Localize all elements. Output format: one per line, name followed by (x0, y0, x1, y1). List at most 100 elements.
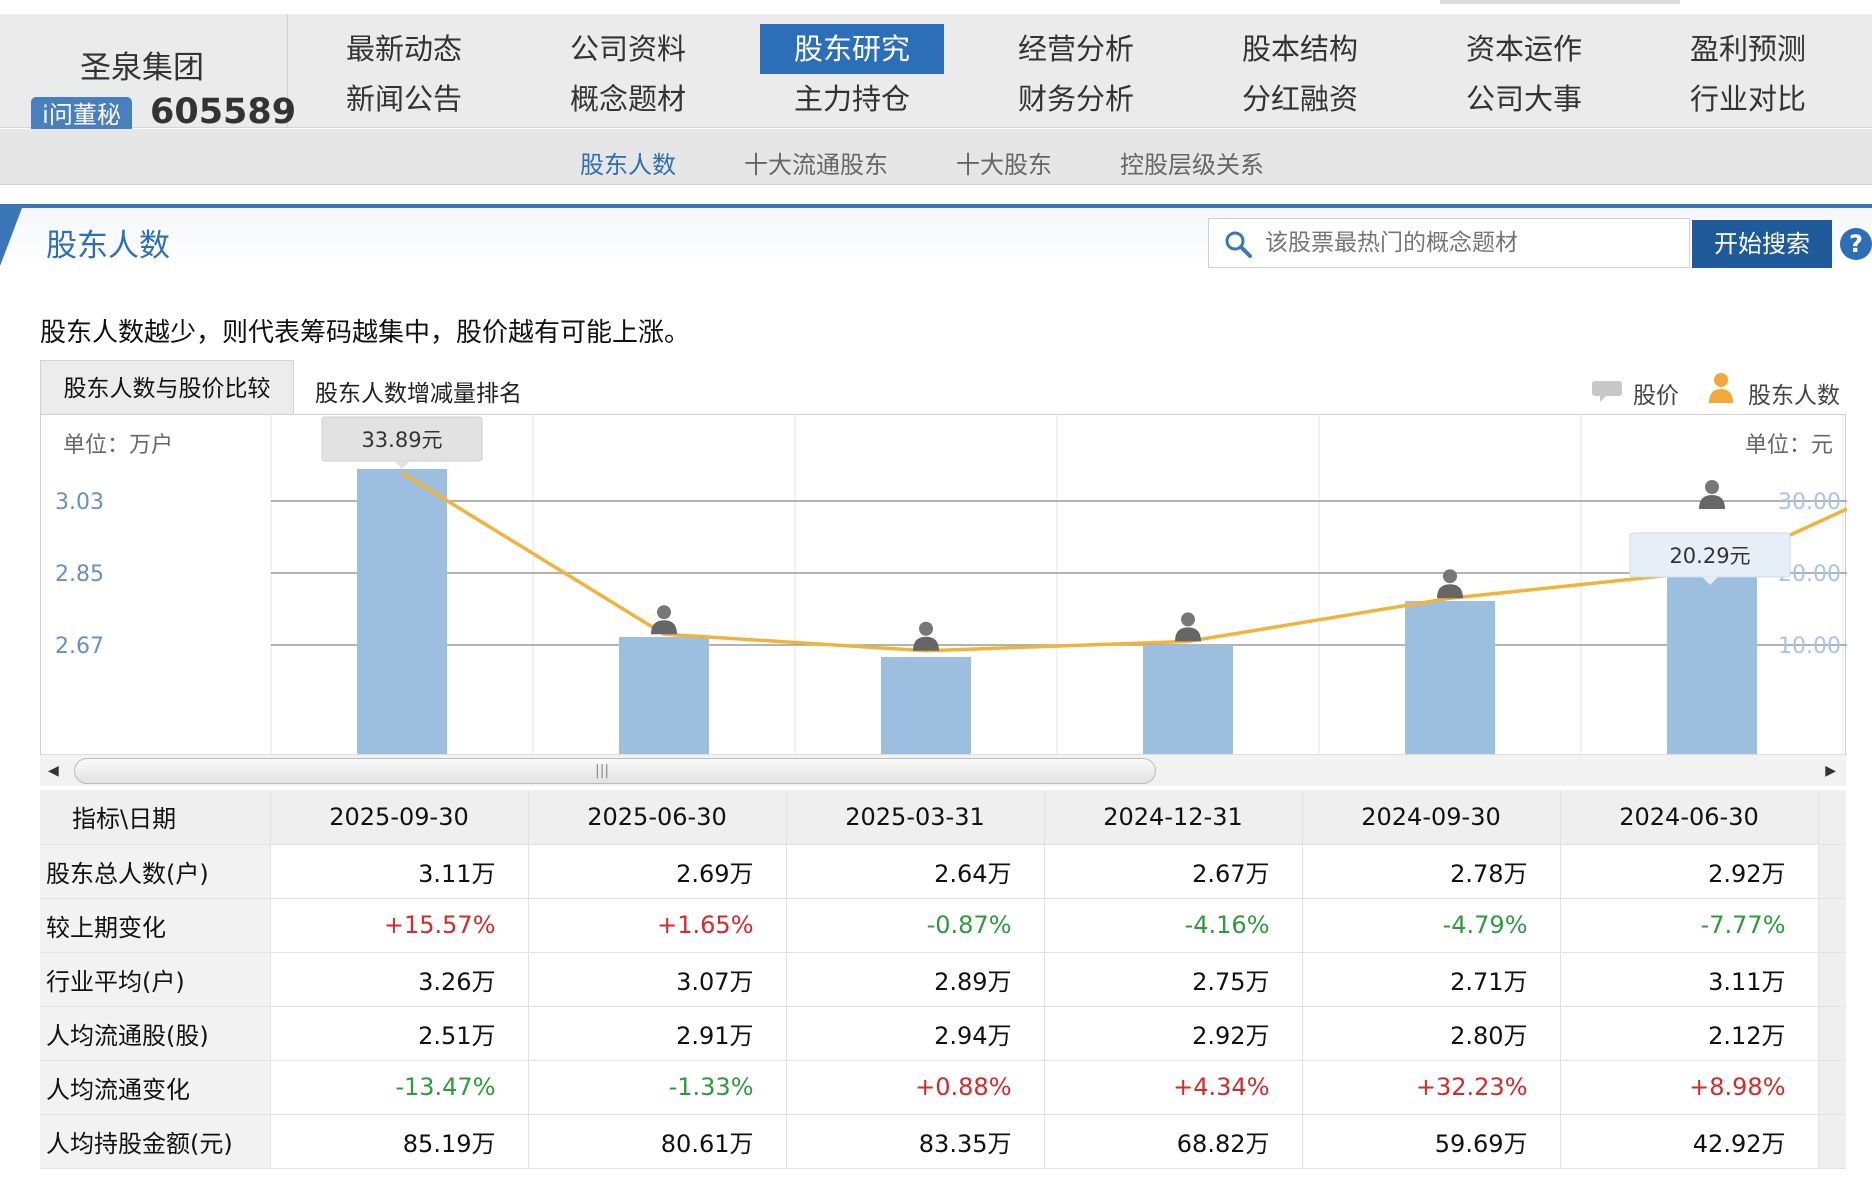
table-date-header: 2025-03-31 (786, 790, 1045, 845)
nav-item-2-6[interactable]: 公司大事 (1465, 82, 1582, 116)
table-cell: +32.23% (1302, 1060, 1561, 1115)
table-cell: 2.92万 (1044, 1006, 1303, 1061)
bar-holders (357, 469, 447, 755)
price-tooltip-pointer (394, 461, 410, 469)
row-label: 行业平均(户) (40, 952, 271, 1007)
table-cell: 2.51万 (270, 1006, 529, 1061)
left-tick-label: 2.85 (55, 562, 104, 587)
table-cell: +1.65% (528, 898, 787, 953)
holder-marker-icon (651, 605, 677, 635)
right-axis-unit: 单位：元 (1744, 433, 1833, 458)
chart-scrollbar[interactable]: ◀ ||| ▶ (40, 754, 1846, 786)
help-icon[interactable]: ? (1840, 228, 1872, 260)
table-cell: 2.12万 (1560, 1006, 1819, 1061)
holder-marker-icon (1699, 480, 1725, 509)
subnav-item-2[interactable]: 十大流通股东 (744, 151, 888, 179)
holder-marker-icon (1437, 569, 1463, 599)
table-date-header: 2024-06-30 (1560, 790, 1819, 845)
nav-item-1-5[interactable]: 股本结构 (1241, 32, 1358, 66)
nav-item-1-2[interactable]: 公司资料 (569, 32, 686, 66)
table-cell: +15.57% (270, 898, 529, 953)
table-row-stub (1818, 1114, 1846, 1169)
table-cell: +0.88% (786, 1060, 1045, 1115)
bar-holders (881, 657, 971, 755)
bar-holders (1405, 601, 1495, 755)
nav-item-2-5[interactable]: 分红融资 (1241, 82, 1358, 116)
table-cell: 2.67万 (1044, 844, 1303, 899)
table-cell: 2.94万 (786, 1006, 1045, 1061)
table-cell: 2.91万 (528, 1006, 787, 1061)
holder-legend-icon (1709, 373, 1733, 403)
top-navigation: 圣泉集团 i问董秘 605589 最新动态 公司资料 股东研究 经营分析 股本结构 资本运… (0, 0, 1872, 133)
nav-item-1-7[interactable]: 盈利预测 (1689, 32, 1806, 66)
table-cell: -13.47% (270, 1060, 529, 1115)
table-date-header: 2025-06-30 (528, 790, 787, 845)
sub-navigation: 股东人数 十大流通股东 十大股东 控股层级关系 (0, 129, 1872, 185)
subnav-item-3[interactable]: 十大股东 (956, 151, 1052, 179)
table-row-stub (1818, 844, 1846, 899)
nav-item-2-7[interactable]: 行业对比 (1689, 82, 1806, 116)
table-row: 较上期变化 +15.57% +1.65% -0.87% -4.16% -4.79% -7.7… (40, 898, 1846, 953)
table-cell: 2.71万 (1302, 952, 1561, 1007)
right-tick-label: 30.00 (1778, 490, 1841, 515)
search-button[interactable]: 开始搜索 (1692, 220, 1832, 268)
search-icon (1225, 231, 1252, 258)
table-date-header: 2024-09-30 (1302, 790, 1561, 845)
nav-item-1-6[interactable]: 资本运作 (1465, 32, 1582, 66)
left-tick-label: 3.03 (55, 490, 104, 515)
table-cell: +8.98% (1560, 1060, 1819, 1115)
legend-holders: 股东人数 (1748, 383, 1840, 409)
table-cell: -4.79% (1302, 898, 1561, 953)
table-row-stub (1818, 1006, 1846, 1061)
table-header-label: 指标\日期 (40, 790, 271, 845)
nav-item-1-4[interactable]: 经营分析 (1017, 32, 1134, 66)
table-date-header: 2024-12-31 (1044, 790, 1303, 845)
table-cell: 85.19万 (270, 1114, 529, 1169)
section-header: 股东人数 开始搜索 ? (0, 204, 1872, 268)
bar-holders (1143, 645, 1233, 755)
left-tick-label: 2.67 (55, 634, 104, 659)
legend-price: 股价 (1633, 383, 1679, 409)
top-strip (0, 0, 1872, 14)
ask-secretary-badge[interactable]: i问董秘 (31, 97, 132, 133)
scroll-right-arrow-icon[interactable]: ▶ (1825, 763, 1836, 779)
table-cell: -1.33% (528, 1060, 787, 1115)
table-row-stub (1818, 952, 1846, 1007)
nav-item-1-1[interactable]: 最新动态 (345, 32, 462, 66)
row-label: 股东总人数(户) (40, 844, 271, 899)
table-cell: 2.89万 (786, 952, 1045, 1007)
holder-marker-icon (1175, 612, 1201, 642)
tab-holders-change-ranking[interactable]: 股东人数增减量排名 (315, 381, 522, 407)
table-cell: 68.82万 (1044, 1114, 1303, 1169)
table-row-stub (1818, 898, 1846, 953)
subnav-item-1[interactable]: 股东人数 (580, 151, 676, 179)
table-cell: 2.92万 (1560, 844, 1819, 899)
table-header-stub (1818, 790, 1846, 845)
tab-holders-vs-price[interactable]: 股东人数与股价比较 (40, 360, 294, 416)
scroll-left-arrow-icon[interactable]: ◀ (48, 763, 59, 779)
table-cell: 2.64万 (786, 844, 1045, 899)
nav-item-2-4[interactable]: 财务分析 (1017, 82, 1134, 116)
intro-text: 股东人数越少，则代表筹码越集中，股价越有可能上涨。 (40, 318, 691, 348)
scroll-thumb[interactable]: ||| (74, 758, 1156, 784)
right-tick-label: 10.00 (1778, 634, 1841, 659)
price-legend-icon (1592, 381, 1622, 402)
table-row-stub (1818, 1060, 1846, 1115)
table-cell: -0.87% (786, 898, 1045, 953)
nav-item-2-3[interactable]: 主力持仓 (793, 82, 910, 116)
row-label: 较上期变化 (40, 898, 271, 953)
subnav-item-4[interactable]: 控股层级关系 (1120, 151, 1264, 179)
scroll-grip-icon: ||| (595, 763, 610, 779)
table-cell: -7.77% (1560, 898, 1819, 953)
section-corner-decor (0, 208, 22, 266)
concept-search-box (1208, 218, 1690, 268)
nav-item-2-2[interactable]: 概念题材 (569, 82, 686, 116)
table-cell: 59.69万 (1302, 1114, 1561, 1169)
nav-item-2-1[interactable]: 新闻公告 (345, 82, 462, 116)
search-input[interactable] (1265, 225, 1675, 261)
nav-item-1-3[interactable]: 股东研究 (760, 24, 944, 74)
table-cell: 80.61万 (528, 1114, 787, 1169)
table-cell: +4.34% (1044, 1060, 1303, 1115)
table-cell: 2.69万 (528, 844, 787, 899)
